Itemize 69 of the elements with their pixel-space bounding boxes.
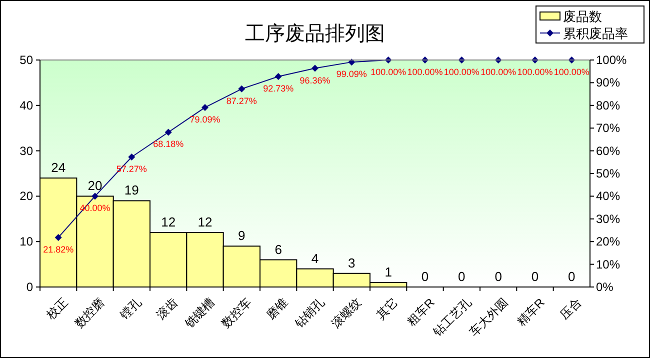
y-tick-label: 30 <box>20 144 34 158</box>
x-tick-label: 铣键槽 <box>181 295 218 332</box>
data-label: 0 <box>531 269 539 284</box>
y2-tick-label: 0% <box>596 280 614 294</box>
y-tick-label: 50 <box>20 53 34 67</box>
y2-tick-label: 40% <box>596 189 620 204</box>
data-label: 3 <box>348 255 356 270</box>
data-label: 79.09% <box>190 114 220 124</box>
data-label: 0 <box>458 269 466 284</box>
y2-tick-label: 80% <box>596 98 620 112</box>
x-tick-label: 钻销孔 <box>291 295 328 332</box>
x-tick-label: 滚齿 <box>154 295 181 322</box>
y-tick-label: 20 <box>20 189 34 204</box>
data-label: 24 <box>51 160 66 176</box>
point <box>202 104 208 111</box>
x-tick-label: 校正 <box>43 295 71 324</box>
y2-tick-label: 60% <box>596 144 620 158</box>
data-label: 100.00% <box>517 67 553 77</box>
point <box>92 192 98 200</box>
data-label: 100.00% <box>554 67 590 77</box>
data-label: 20 <box>88 178 102 194</box>
data-label: 0 <box>421 269 429 284</box>
x-tick-label: 精车R <box>514 295 548 328</box>
data-label: 1 <box>384 264 392 280</box>
y2-tick-label: 90% <box>596 76 620 90</box>
data-label: 0 <box>568 269 576 284</box>
data-label: 100.00% <box>370 67 406 77</box>
data-label: 100.00% <box>444 67 480 77</box>
data-label: 6 <box>274 242 282 257</box>
point <box>164 128 172 136</box>
y-tick-label: 0 <box>26 280 34 294</box>
data-label: 0 <box>494 269 502 284</box>
y2-tick-label: 50% <box>596 166 620 180</box>
point <box>312 64 318 72</box>
y2-tick-label: 10% <box>596 257 620 272</box>
x-tick-label: 数控车 <box>218 295 254 331</box>
legend-label: 废品数 <box>563 9 602 24</box>
y-tick-label: 40 <box>20 98 34 112</box>
chart-title: 工序废品排列图 <box>245 23 385 45</box>
data-label: 100.00% <box>407 67 443 77</box>
y2-tick-label: 100% <box>596 53 628 67</box>
data-label: 19 <box>124 182 139 198</box>
data-label: 92.73% <box>263 84 294 94</box>
x-tick-label: 粗车R <box>404 295 438 328</box>
data-label: 96.36% <box>300 75 330 86</box>
point <box>238 85 246 92</box>
data-label: 68.18% <box>153 139 184 150</box>
data-label: 21.82% <box>43 244 74 254</box>
data-label: 9 <box>238 228 246 244</box>
data-label: 99.09% <box>336 69 367 80</box>
data-label: 12 <box>161 214 176 230</box>
data-label: 100.00% <box>480 67 516 77</box>
point <box>274 73 282 80</box>
x-tick-label: 滚螺纹 <box>328 295 364 331</box>
data-label: 4 <box>311 250 319 266</box>
legend-label: 累积废品率 <box>563 26 628 41</box>
x-tick-label: 压合 <box>557 295 584 322</box>
y2-tick-label: 30% <box>596 212 620 226</box>
data-label: 87.27% <box>226 96 257 106</box>
y2-tick-label: 20% <box>596 234 620 249</box>
x-tick-label: 数控磨 <box>72 295 108 331</box>
y2-tick-label: 70% <box>596 121 620 136</box>
x-tick-label: 其它 <box>374 295 401 322</box>
point <box>128 153 136 160</box>
y-tick-label: 10 <box>20 234 34 249</box>
x-tick-label: 磨锥 <box>264 295 291 322</box>
x-tick-label: 镗孔 <box>116 295 144 324</box>
point <box>54 234 62 241</box>
data-label: 12 <box>198 214 212 230</box>
